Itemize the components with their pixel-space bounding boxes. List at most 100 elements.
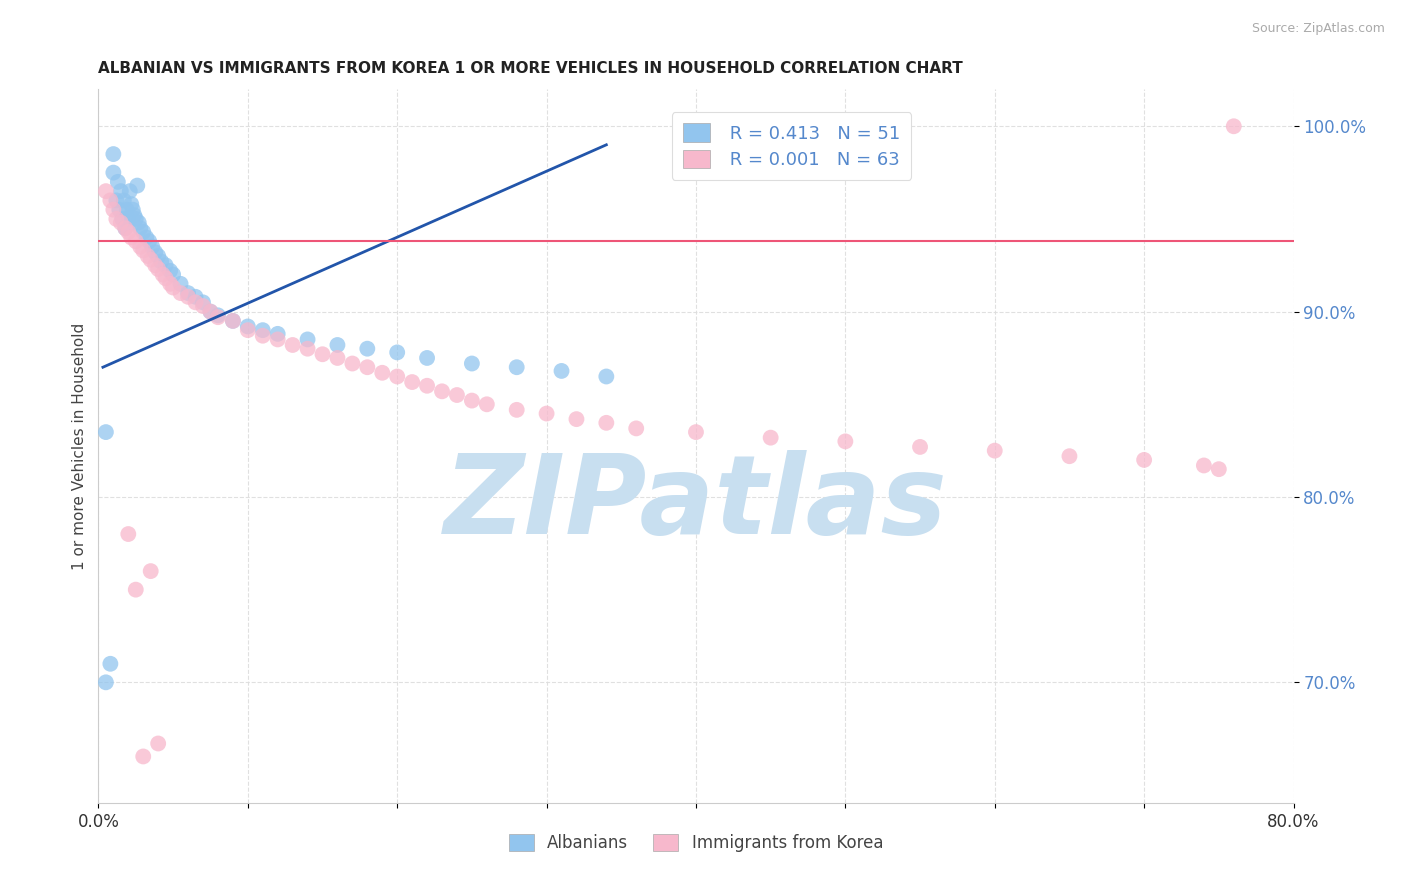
Point: [103, 147, 125, 161]
Point: [385, 345, 409, 359]
Point: [120, 197, 142, 211]
Point: [191, 295, 214, 310]
Point: [139, 564, 162, 578]
Point: [908, 440, 931, 454]
Point: [759, 431, 782, 445]
Point: [148, 262, 170, 277]
Point: [162, 280, 184, 294]
Point: [127, 178, 149, 193]
Point: [118, 184, 141, 198]
Point: [169, 277, 191, 291]
Point: [984, 443, 1007, 458]
Point: [252, 323, 274, 337]
Point: [506, 402, 529, 417]
Point: [236, 323, 259, 337]
Point: [121, 202, 143, 217]
Point: [105, 194, 128, 208]
Point: [200, 304, 222, 318]
Point: [297, 333, 319, 347]
Text: Source: ZipAtlas.com: Source: ZipAtlas.com: [1251, 22, 1385, 36]
Point: [129, 240, 152, 254]
Point: [267, 326, 290, 341]
Point: [129, 221, 152, 235]
Point: [184, 290, 207, 304]
Point: [159, 277, 181, 291]
Point: [169, 286, 191, 301]
Point: [342, 357, 364, 371]
Point: [115, 202, 138, 217]
Point: [550, 364, 572, 378]
Point: [184, 295, 207, 310]
Point: [1208, 462, 1230, 476]
Point: [143, 258, 166, 272]
Point: [150, 254, 173, 268]
Point: [94, 184, 117, 198]
Point: [281, 338, 304, 352]
Point: [356, 342, 378, 356]
Y-axis label: 1 or more Vehicles in Household: 1 or more Vehicles in Household: [72, 322, 87, 570]
Point: [125, 211, 148, 226]
Text: ALBANIAN VS IMMIGRANTS FROM KOREA 1 OR MORE VEHICLES IN HOUSEHOLD CORRELATION CH: ALBANIAN VS IMMIGRANTS FROM KOREA 1 OR M…: [98, 61, 963, 76]
Point: [138, 234, 160, 248]
Point: [112, 194, 135, 208]
Point: [155, 258, 177, 272]
Point: [200, 304, 222, 318]
Point: [110, 216, 132, 230]
Point: [148, 249, 170, 263]
Point: [222, 314, 245, 328]
Point: [125, 582, 148, 597]
Point: [98, 194, 122, 208]
Point: [98, 657, 122, 671]
Point: [125, 234, 148, 248]
Point: [152, 268, 174, 282]
Point: [536, 407, 558, 421]
Point: [416, 378, 439, 392]
Point: [475, 397, 498, 411]
Point: [356, 360, 378, 375]
Point: [371, 366, 394, 380]
Point: [595, 416, 617, 430]
Point: [94, 425, 117, 439]
Point: [114, 221, 136, 235]
Point: [1059, 449, 1081, 463]
Point: [105, 211, 128, 226]
Point: [1133, 453, 1156, 467]
Point: [222, 314, 245, 328]
Point: [143, 245, 166, 260]
Point: [117, 211, 139, 226]
Point: [252, 328, 274, 343]
Point: [117, 527, 139, 541]
Point: [385, 369, 409, 384]
Point: [139, 252, 162, 267]
Point: [177, 290, 200, 304]
Point: [155, 271, 177, 285]
Point: [103, 202, 125, 217]
Point: [108, 202, 131, 217]
Point: [461, 393, 484, 408]
Point: [107, 175, 129, 189]
Point: [461, 357, 484, 371]
Point: [834, 434, 856, 449]
Point: [595, 369, 617, 384]
Point: [401, 375, 423, 389]
Point: [141, 240, 163, 254]
Point: [177, 286, 200, 301]
Point: [124, 208, 146, 222]
Point: [148, 737, 170, 751]
Point: [159, 264, 181, 278]
Point: [207, 309, 229, 323]
Legend: Albanians, Immigrants from Korea: Albanians, Immigrants from Korea: [502, 827, 890, 859]
Point: [326, 351, 349, 365]
Point: [565, 412, 588, 426]
Point: [136, 249, 159, 263]
Point: [326, 338, 349, 352]
Point: [1223, 120, 1246, 134]
Point: [135, 230, 157, 244]
Point: [94, 675, 117, 690]
Point: [311, 347, 333, 361]
Point: [110, 184, 132, 198]
Point: [430, 384, 453, 399]
Point: [446, 388, 468, 402]
Point: [132, 225, 155, 239]
Point: [506, 360, 529, 375]
